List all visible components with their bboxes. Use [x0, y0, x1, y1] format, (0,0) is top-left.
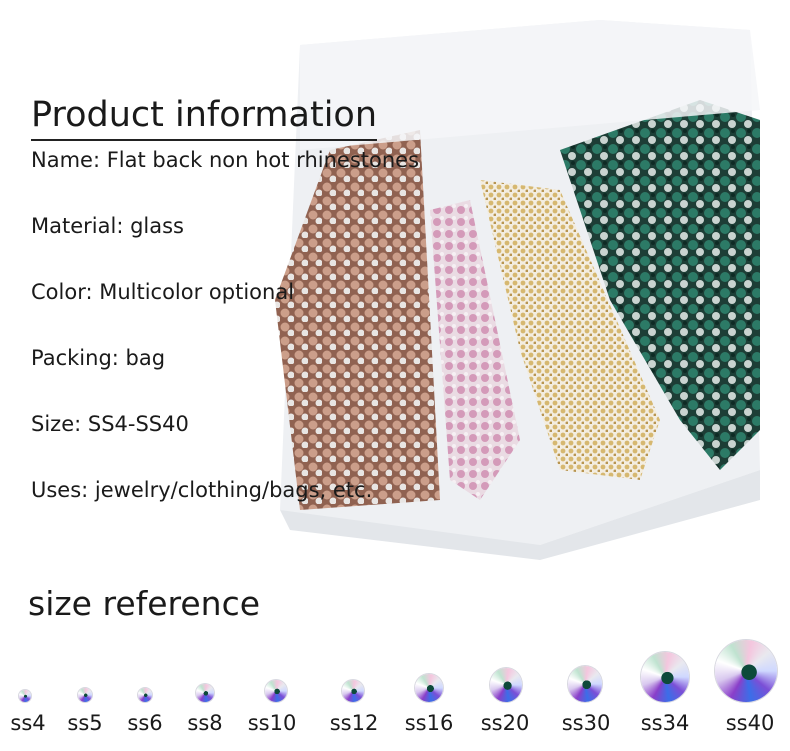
size-label: ss6 [127, 711, 163, 735]
gem-ss6 [138, 688, 152, 702]
size-label: ss34 [640, 711, 690, 735]
size-label: ss10 [247, 711, 297, 735]
gem-ss8 [196, 684, 214, 702]
size-label: ss5 [67, 711, 103, 735]
info-color: Color: Multicolor optional [31, 280, 295, 304]
size-label: ss40 [725, 711, 775, 735]
gem-ss10 [265, 680, 287, 702]
size-label: ss4 [10, 711, 46, 735]
size-label: ss20 [480, 711, 530, 735]
page-title: Product information [31, 93, 378, 142]
info-name: Name: Flat back non hot rhinestones [31, 148, 420, 172]
size-reference-heading: size reference [28, 584, 261, 623]
gem-ss30 [568, 666, 602, 702]
size-label: ss30 [561, 711, 611, 735]
gem-ss40 [715, 640, 777, 702]
gem-ss5 [78, 688, 92, 702]
gem-ss20 [490, 668, 522, 702]
gem-ss12 [342, 680, 364, 702]
size-label: ss12 [329, 711, 379, 735]
size-label: ss16 [404, 711, 454, 735]
info-size: Size: SS4-SS40 [31, 412, 189, 436]
size-label: ss8 [187, 711, 223, 735]
gem-ss16 [415, 674, 443, 702]
info-uses: Uses: jewelry/clothing/bags, etc. [31, 478, 373, 502]
gem-ss4 [19, 690, 31, 702]
info-material: Material: glass [31, 214, 184, 238]
gem-ss34 [641, 652, 689, 702]
product-photo-rhinestone-bags [275, 20, 760, 560]
info-packing: Packing: bag [31, 346, 166, 370]
